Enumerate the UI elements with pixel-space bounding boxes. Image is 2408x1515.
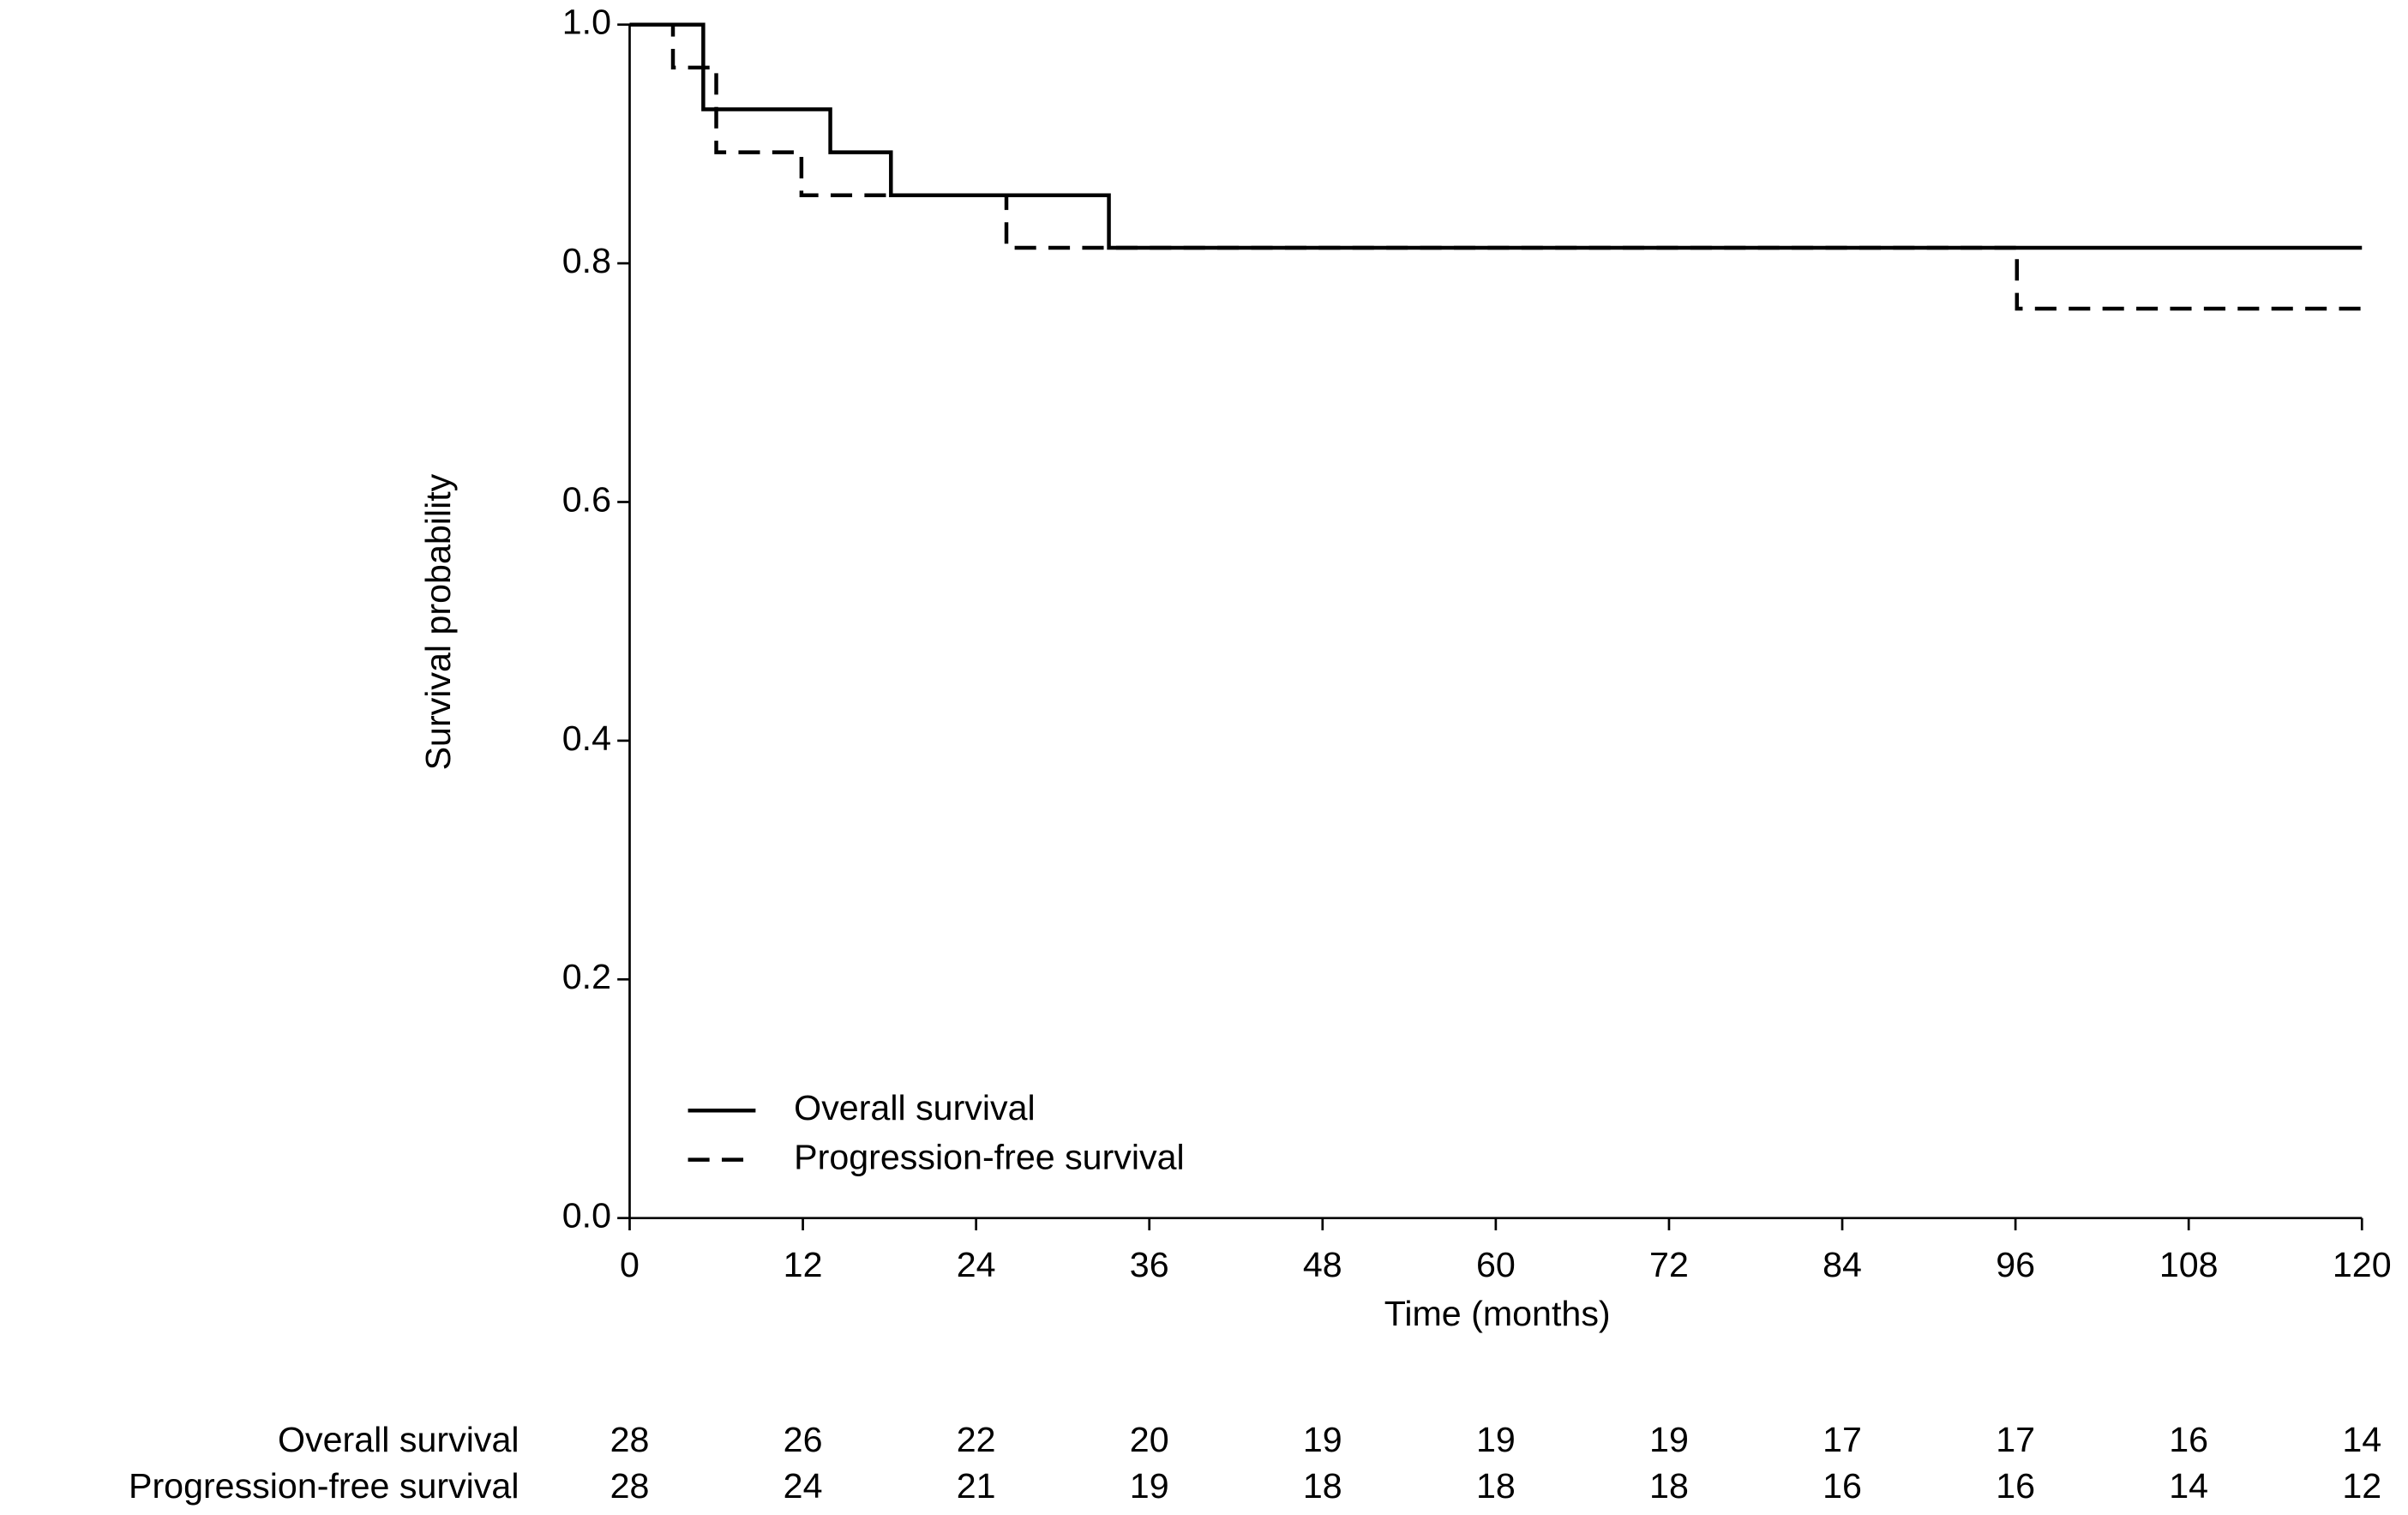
survival-curve	[629, 22, 2363, 311]
y-tick-label: 0.8	[562, 241, 611, 280]
risk-count: 20	[1130, 1420, 1169, 1459]
legend-label: Overall survival	[794, 1088, 1036, 1127]
x-tick-label: 36	[1130, 1245, 1169, 1284]
x-tick-label: 72	[1649, 1245, 1689, 1284]
x-tick-label: 0	[620, 1245, 640, 1284]
risk-count: 19	[1649, 1420, 1689, 1459]
risk-count: 17	[1823, 1420, 1862, 1459]
risk-count: 28	[610, 1466, 650, 1506]
risk-count: 19	[1476, 1420, 1516, 1459]
risk-count: 16	[1823, 1466, 1862, 1506]
x-tick-label: 60	[1476, 1245, 1516, 1284]
x-tick-label: 96	[1996, 1245, 2035, 1284]
x-axis-label: Time (months)	[1384, 1294, 1611, 1333]
risk-count: 16	[1996, 1466, 2035, 1506]
risk-count: 28	[610, 1420, 650, 1459]
risk-count: 18	[1476, 1466, 1516, 1506]
x-tick-label: 120	[2333, 1245, 2392, 1284]
risk-count: 12	[2342, 1466, 2381, 1506]
x-tick-label: 84	[1823, 1245, 1862, 1284]
risk-count: 21	[957, 1466, 996, 1506]
risk-count: 18	[1649, 1466, 1689, 1506]
y-tick-label: 0.0	[562, 1196, 611, 1235]
risk-row-label: Overall survival	[278, 1420, 519, 1459]
risk-count: 22	[957, 1420, 996, 1459]
risk-count: 19	[1130, 1466, 1169, 1506]
risk-count: 24	[784, 1466, 823, 1506]
y-tick-label: 0.2	[562, 957, 611, 996]
legend-label: Progression-free survival	[794, 1137, 1185, 1176]
y-axis-label: Survival probability	[418, 473, 458, 770]
risk-count: 17	[1996, 1420, 2035, 1459]
y-tick-label: 0.4	[562, 718, 611, 758]
y-tick-label: 1.0	[562, 3, 611, 42]
risk-count: 16	[2169, 1420, 2208, 1459]
risk-count: 19	[1303, 1420, 1342, 1459]
survival-curve	[629, 22, 2363, 250]
risk-count: 18	[1303, 1466, 1342, 1506]
risk-row-label: Progression-free survival	[129, 1466, 519, 1506]
x-tick-label: 48	[1303, 1245, 1342, 1284]
risk-count: 14	[2342, 1420, 2381, 1459]
x-tick-label: 108	[2159, 1245, 2219, 1284]
x-tick-label: 24	[957, 1245, 996, 1284]
risk-count: 26	[784, 1420, 823, 1459]
y-tick-label: 0.6	[562, 479, 611, 519]
risk-count: 14	[2169, 1466, 2208, 1506]
x-tick-label: 12	[784, 1245, 823, 1284]
